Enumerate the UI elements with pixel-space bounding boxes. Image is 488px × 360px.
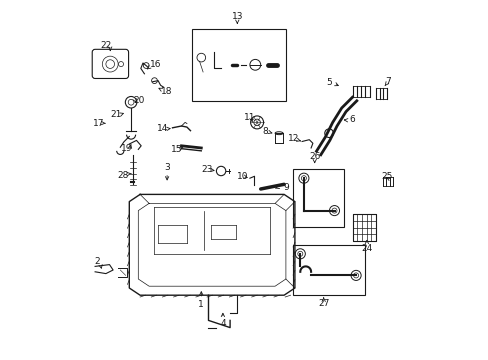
Text: 13: 13: [231, 12, 243, 21]
Text: 3: 3: [164, 163, 170, 172]
Text: 8: 8: [263, 126, 268, 135]
Text: 16: 16: [149, 60, 161, 69]
Text: 20: 20: [133, 96, 144, 105]
Text: 6: 6: [348, 115, 354, 124]
Text: 10: 10: [236, 172, 247, 181]
Text: 18: 18: [160, 87, 172, 96]
Text: 12: 12: [287, 134, 299, 143]
Text: 24: 24: [361, 244, 372, 253]
Text: 4: 4: [220, 320, 225, 328]
Bar: [292, 169, 343, 227]
Text: 23: 23: [201, 165, 212, 174]
Bar: [192, 29, 285, 101]
Text: 25: 25: [381, 172, 392, 181]
Bar: [352, 214, 375, 241]
Text: 19: 19: [121, 144, 132, 153]
Text: 9: 9: [283, 184, 288, 192]
Text: 5: 5: [325, 78, 331, 87]
Text: 2: 2: [94, 256, 100, 265]
Text: 7: 7: [385, 77, 390, 86]
Text: 26: 26: [308, 152, 320, 161]
Text: 22: 22: [100, 40, 111, 49]
Text: 17: 17: [92, 118, 104, 127]
Text: 11: 11: [244, 113, 255, 122]
Bar: [292, 245, 365, 295]
Text: 14: 14: [157, 124, 168, 133]
Text: 21: 21: [110, 110, 122, 119]
Text: 27: 27: [317, 300, 329, 308]
Text: 1: 1: [198, 300, 204, 309]
Text: 28: 28: [117, 171, 129, 180]
Text: 15: 15: [171, 145, 183, 154]
